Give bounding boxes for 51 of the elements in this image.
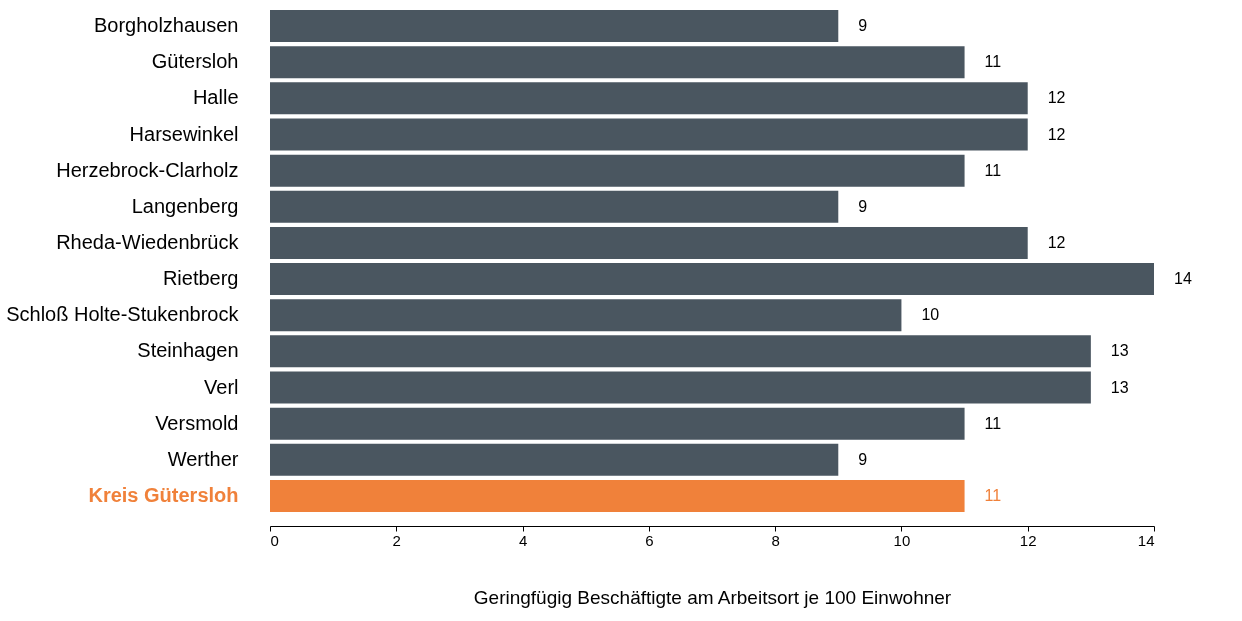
bar (270, 154, 965, 187)
bar (270, 226, 1028, 259)
y-tick-label: Steinhagen (137, 339, 239, 362)
data-label: 12 (1047, 89, 1066, 107)
data-label: 11 (984, 161, 1002, 179)
y-tick-label: Halle (192, 86, 239, 109)
bar (270, 371, 1091, 404)
y-tick-label: Werther (167, 447, 239, 470)
y-tick-label: Harsewinkel (129, 122, 239, 145)
bar (270, 46, 965, 79)
data-label: 11 (984, 53, 1002, 71)
bar (270, 10, 839, 43)
y-tick-label: Rheda-Wiedenbrück (56, 230, 240, 253)
x-tick-label: 4 (518, 531, 528, 549)
data-label: 9 (858, 17, 868, 35)
x-tick-label: 10 (893, 531, 911, 549)
y-tick-label: Langenberg (131, 194, 239, 217)
y-tick-label: Schloß Holte-Stukenbrock (6, 303, 240, 326)
x-axis-title: Geringfügig Beschäftigte am Arbeitsort je 100 Einwohner (473, 586, 952, 608)
y-tick-label: Versmold (155, 411, 239, 434)
y-tick-label: Herzebrock-Clarholz (56, 158, 239, 181)
bar (270, 118, 1028, 151)
data-label: 13 (1110, 342, 1129, 360)
bar (270, 443, 839, 476)
bar (270, 190, 839, 223)
data-label: 12 (1047, 233, 1066, 251)
bar (270, 299, 902, 332)
bar (270, 335, 1091, 368)
data-label: 11 (984, 486, 1002, 504)
data-label: 12 (1047, 125, 1066, 143)
x-tick-label: 6 (645, 531, 654, 549)
data-label: 14 (1174, 270, 1192, 288)
x-tick-label: 2 (392, 531, 401, 549)
data-label: 11 (984, 414, 1002, 432)
y-tick-label: Borgholzhausen (93, 14, 239, 37)
x-tick-label: 14 (1137, 531, 1155, 549)
data-label: 10 (921, 306, 940, 324)
bar (270, 479, 965, 512)
data-label: 13 (1110, 378, 1129, 396)
y-tick-label: Gütersloh (151, 50, 239, 73)
x-tick-label: 0 (270, 531, 279, 549)
x-tick-label: 12 (1019, 531, 1037, 549)
bar (270, 263, 1154, 296)
bar (270, 82, 1028, 115)
x-tick-label: 8 (771, 531, 780, 549)
y-tick-label: Kreis Gütersloh (88, 483, 239, 506)
y-tick-label: Verl (204, 375, 239, 398)
y-tick-label: Rietberg (162, 267, 239, 290)
data-label: 9 (858, 450, 868, 468)
data-label: 9 (858, 197, 868, 215)
bar (270, 407, 965, 440)
